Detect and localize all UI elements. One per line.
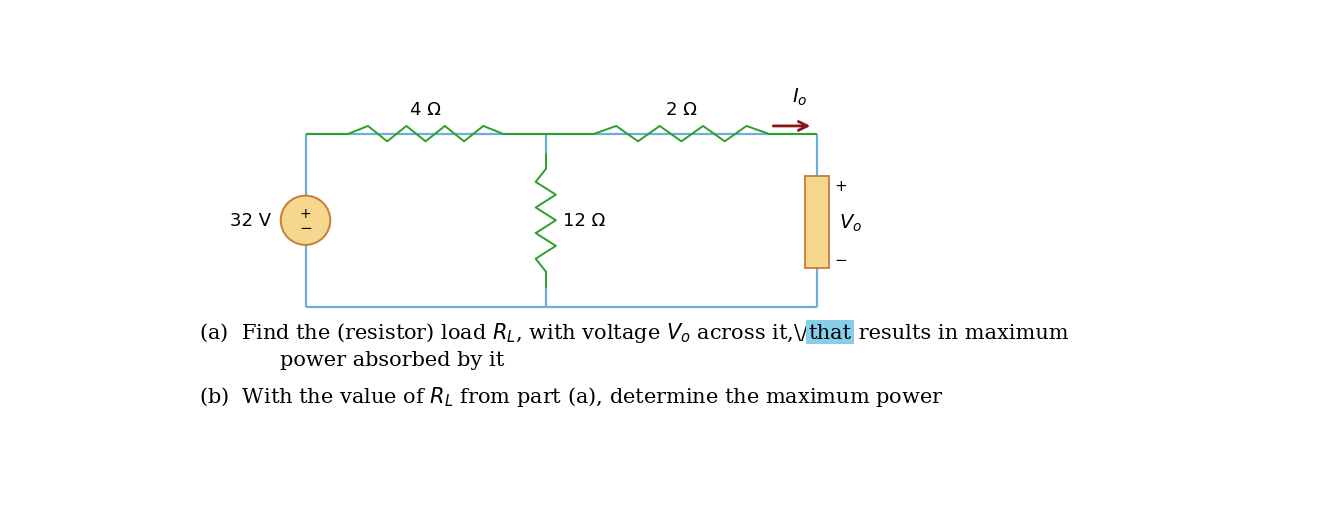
Text: 12 Ω: 12 Ω bbox=[563, 212, 606, 230]
Text: $I_o$: $I_o$ bbox=[791, 86, 807, 108]
Text: −: − bbox=[835, 252, 847, 267]
Text: −: − bbox=[299, 221, 312, 236]
Text: results in maximum: results in maximum bbox=[851, 323, 1069, 342]
Text: +: + bbox=[835, 178, 847, 193]
Text: $V_o$: $V_o$ bbox=[839, 212, 862, 233]
Text: +: + bbox=[300, 207, 311, 221]
Text: 2 Ω: 2 Ω bbox=[665, 101, 697, 119]
Text: 4 Ω: 4 Ω bbox=[410, 101, 441, 119]
Circle shape bbox=[280, 196, 331, 245]
Text: power absorbed by it: power absorbed by it bbox=[280, 350, 505, 369]
Text: that: that bbox=[809, 323, 851, 342]
Text: (b)  With the value of $R_L$ from part (a), determine the maximum power: (b) With the value of $R_L$ from part (a… bbox=[199, 384, 943, 408]
Text: (a)  Find the (resistor) load $R_L$, with voltage $V_o$ across it,\/: (a) Find the (resistor) load $R_L$, with… bbox=[199, 320, 809, 344]
Bar bbox=[805, 177, 829, 269]
Text: 32 V: 32 V bbox=[230, 212, 271, 230]
